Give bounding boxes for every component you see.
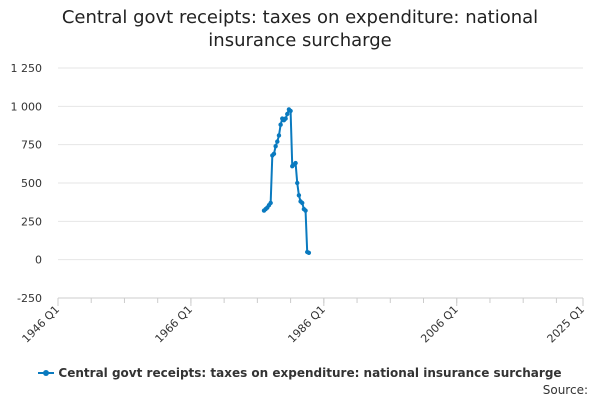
chart-title: Central govt receipts: taxes on expendit…	[61, 7, 539, 51]
legend[interactable]: Central govt receipts: taxes on expendit…	[0, 366, 600, 380]
x-axis: 1946 Q1 1966 Q1 1986 Q1 2006 Q1 2025 Q1	[20, 297, 588, 346]
data-point[interactable]	[296, 193, 302, 198]
x-tick-label: 1966 Q1	[152, 303, 195, 346]
y-tick-label: 1 250	[11, 62, 43, 75]
y-tick-label: 250	[21, 215, 42, 228]
data-point[interactable]	[271, 151, 277, 157]
data-point[interactable]	[306, 250, 312, 255]
data-point[interactable]	[288, 108, 293, 114]
y-axis-tick-labels: -250 0 250 500 750 1 000 1 250	[11, 62, 43, 305]
legend-line-marker-icon	[38, 368, 55, 378]
data-point[interactable]	[300, 200, 305, 206]
data-point[interactable]	[278, 122, 283, 127]
data-point[interactable]	[276, 133, 282, 138]
y-tick-label: 750	[21, 139, 42, 152]
x-tick-label: 1946 Q1	[20, 303, 63, 346]
y-tick-label: 1 000	[11, 100, 43, 113]
legend-label: Central govt receipts: taxes on expendit…	[58, 366, 562, 380]
gridlines	[58, 67, 583, 299]
data-point[interactable]	[295, 180, 300, 186]
y-tick-label: 500	[21, 177, 42, 190]
data-point[interactable]	[268, 200, 273, 206]
x-tick-label: 2006 Q1	[418, 303, 461, 346]
data-point[interactable]	[283, 116, 288, 121]
x-tick-label: 2025 Q1	[545, 303, 588, 346]
data-point[interactable]	[293, 160, 298, 166]
series-line[interactable]	[263, 107, 310, 254]
data-point[interactable]	[285, 111, 290, 117]
y-tick-label: 0	[35, 254, 42, 267]
x-tick-label: 1986 Q1	[285, 303, 328, 346]
source-label: Source:	[542, 383, 588, 397]
y-tick-label: -250	[17, 292, 42, 305]
data-point[interactable]	[273, 144, 278, 149]
data-point[interactable]	[275, 139, 280, 144]
series-layer	[261, 107, 312, 255]
data-point[interactable]	[303, 208, 308, 213]
